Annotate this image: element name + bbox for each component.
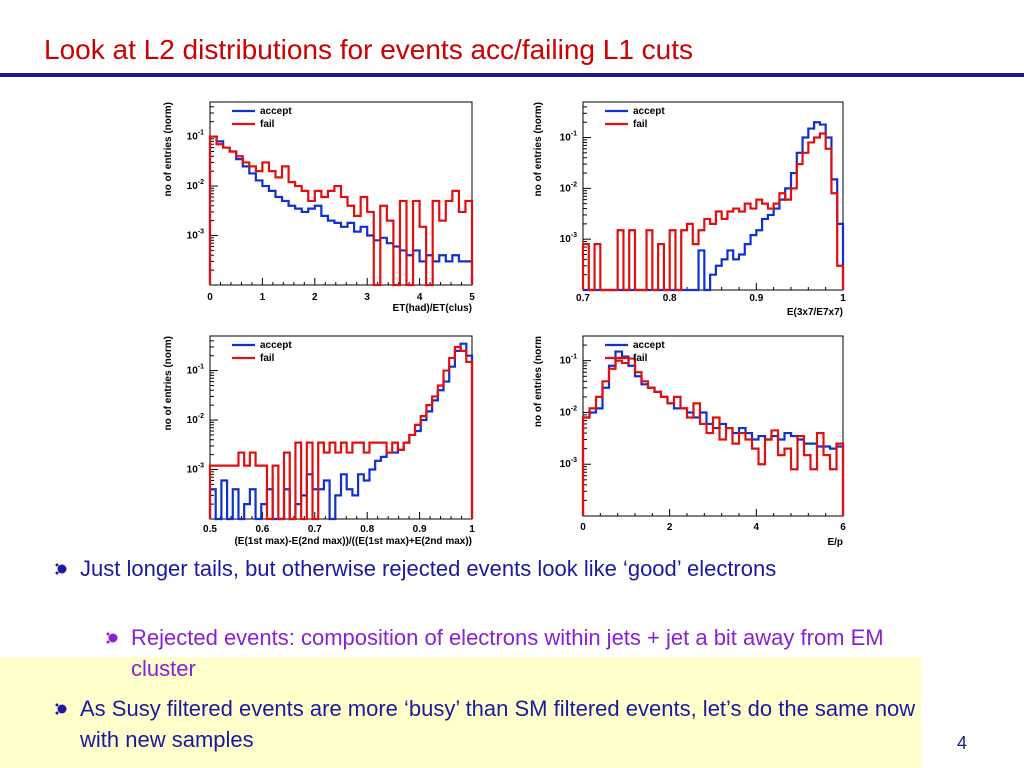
y-tick-base: 10 <box>560 356 572 367</box>
y-tick-exponent: -3 <box>198 229 204 236</box>
y-tick-label: 10-3 <box>187 229 204 242</box>
legend-label: accept <box>633 106 665 117</box>
y-tick-base: 10 <box>187 132 199 143</box>
x-tick-label: 4 <box>754 522 760 533</box>
series-fail <box>581 357 845 516</box>
x-axis-title: (E(1st max)-E(2nd max))/((E(1st max)+E(2… <box>234 536 472 547</box>
x-tick-label: 4 <box>417 292 423 303</box>
plot-e3x7-e7x7: 0.7 0.8 0.9 110-110-210-3acceptfailE(3x7/E7… <box>533 101 846 318</box>
legend-label: accept <box>633 340 665 351</box>
y-axis-title: no of entries (norm) <box>163 336 174 430</box>
x-tick-label: 0.7 <box>308 524 322 535</box>
series-fail <box>581 132 845 292</box>
series-accept <box>208 342 474 521</box>
legend-label: fail <box>633 353 648 364</box>
y-tick-base: 10 <box>560 459 572 470</box>
highlight-band <box>0 657 921 768</box>
bullet-1-text: Just longer tails, but otherwise rejecte… <box>80 556 777 581</box>
legend-label: accept <box>260 106 292 117</box>
x-tick-label: 2 <box>312 292 318 303</box>
y-tick-base: 10 <box>187 366 199 377</box>
x-tick-label: 0.8 <box>360 524 374 535</box>
bullet-3-text: As Susy filtered events are more ‘busy’ … <box>80 696 916 752</box>
y-tick-exponent: -2 <box>571 181 577 188</box>
y-tick-exponent: -3 <box>571 457 577 464</box>
legend-label: fail <box>260 119 275 130</box>
x-tick-label: 1 <box>260 292 266 303</box>
y-tick-exponent: -2 <box>198 413 204 420</box>
x-axis-title: ET(had)/ET(clus) <box>393 303 472 314</box>
y-tick-exponent: -1 <box>198 130 204 137</box>
y-tick-label: 10-3 <box>187 463 204 476</box>
bullet-1: Just longer tails, but otherwise rejecte… <box>55 553 880 584</box>
y-tick-exponent: -1 <box>571 131 577 138</box>
legend-label: fail <box>260 353 275 364</box>
y-tick-base: 10 <box>560 234 572 245</box>
y-tick-label: 10-2 <box>560 181 577 194</box>
x-tick-label: 2 <box>667 522 673 533</box>
y-tick-exponent: -3 <box>198 463 204 470</box>
y-tick-exponent: -2 <box>571 405 577 412</box>
y-tick-label: 10-1 <box>187 130 204 143</box>
y-tick-label: 10-2 <box>560 405 577 418</box>
y-axis-title: no of entries (norm <box>533 336 544 427</box>
x-tick-label: 1 <box>469 524 475 535</box>
y-tick-base: 10 <box>560 407 572 418</box>
plot-emax-asymmetry: 0.5 0.6 0.7 0.8 0.9 110-110-210-3acceptfail(E… <box>163 335 475 547</box>
x-tick-label: 0 <box>207 292 213 303</box>
y-tick-base: 10 <box>560 133 572 144</box>
x-tick-label: 0.9 <box>413 524 427 535</box>
legend-label: accept <box>260 340 292 351</box>
bullet-2-text: Rejected events: composition of electron… <box>131 625 884 681</box>
series-fail <box>208 135 474 287</box>
y-tick-label: 10-3 <box>560 457 577 470</box>
y-tick-exponent: -3 <box>571 232 577 239</box>
slide-title: Look at L2 distributions for events acc/… <box>44 34 694 65</box>
plot-et-had-ratio: 0 1 2 3 4 510-110-210-3acceptfailET(had)/ET(c… <box>163 101 475 314</box>
bullet-icon <box>55 703 67 715</box>
x-tick-label: 0.6 <box>255 524 269 535</box>
y-tick-label: 10-1 <box>560 354 577 367</box>
x-axis-title: E/p <box>827 537 843 548</box>
y-axis-title: no of entries (norm) <box>533 102 544 196</box>
y-tick-base: 10 <box>187 465 199 476</box>
y-tick-label: 10-3 <box>560 232 577 245</box>
y-tick-label: 10-1 <box>187 364 204 377</box>
y-tick-exponent: -1 <box>571 354 577 361</box>
y-axis-title: no of entries (norm) <box>163 102 174 196</box>
title-rule <box>0 73 1024 77</box>
x-tick-label: 3 <box>364 292 370 303</box>
legend-label: fail <box>633 119 648 130</box>
bullet-icon <box>55 563 67 575</box>
y-tick-label: 10-2 <box>187 413 204 426</box>
y-tick-base: 10 <box>187 415 199 426</box>
y-tick-base: 10 <box>187 231 199 242</box>
x-tick-label: 0.8 <box>663 293 677 304</box>
x-tick-label: 1 <box>840 293 846 304</box>
y-tick-exponent: -1 <box>198 364 204 371</box>
x-tick-label: 0 <box>580 522 586 533</box>
x-axis-title: E(3x7/E7x7) <box>787 307 843 318</box>
series-fail <box>208 345 474 521</box>
x-tick-label: 0.7 <box>576 293 590 304</box>
y-tick-label: 10-1 <box>560 131 577 144</box>
page-number: 4 <box>957 733 968 753</box>
x-tick-label: 6 <box>840 522 846 533</box>
y-tick-exponent: -2 <box>198 179 204 186</box>
y-tick-base: 10 <box>187 181 199 192</box>
x-tick-label: 0.9 <box>749 293 763 304</box>
y-tick-base: 10 <box>560 183 572 194</box>
x-tick-label: 0.5 <box>203 524 217 535</box>
bullet-icon <box>106 632 118 644</box>
x-tick-label: 5 <box>469 292 475 303</box>
y-tick-label: 10-2 <box>187 179 204 192</box>
bullet-2: Rejected events: composition of electron… <box>106 622 921 684</box>
bullet-3: As Susy filtered events are more ‘busy’ … <box>55 693 950 755</box>
plot-frame <box>582 101 844 291</box>
